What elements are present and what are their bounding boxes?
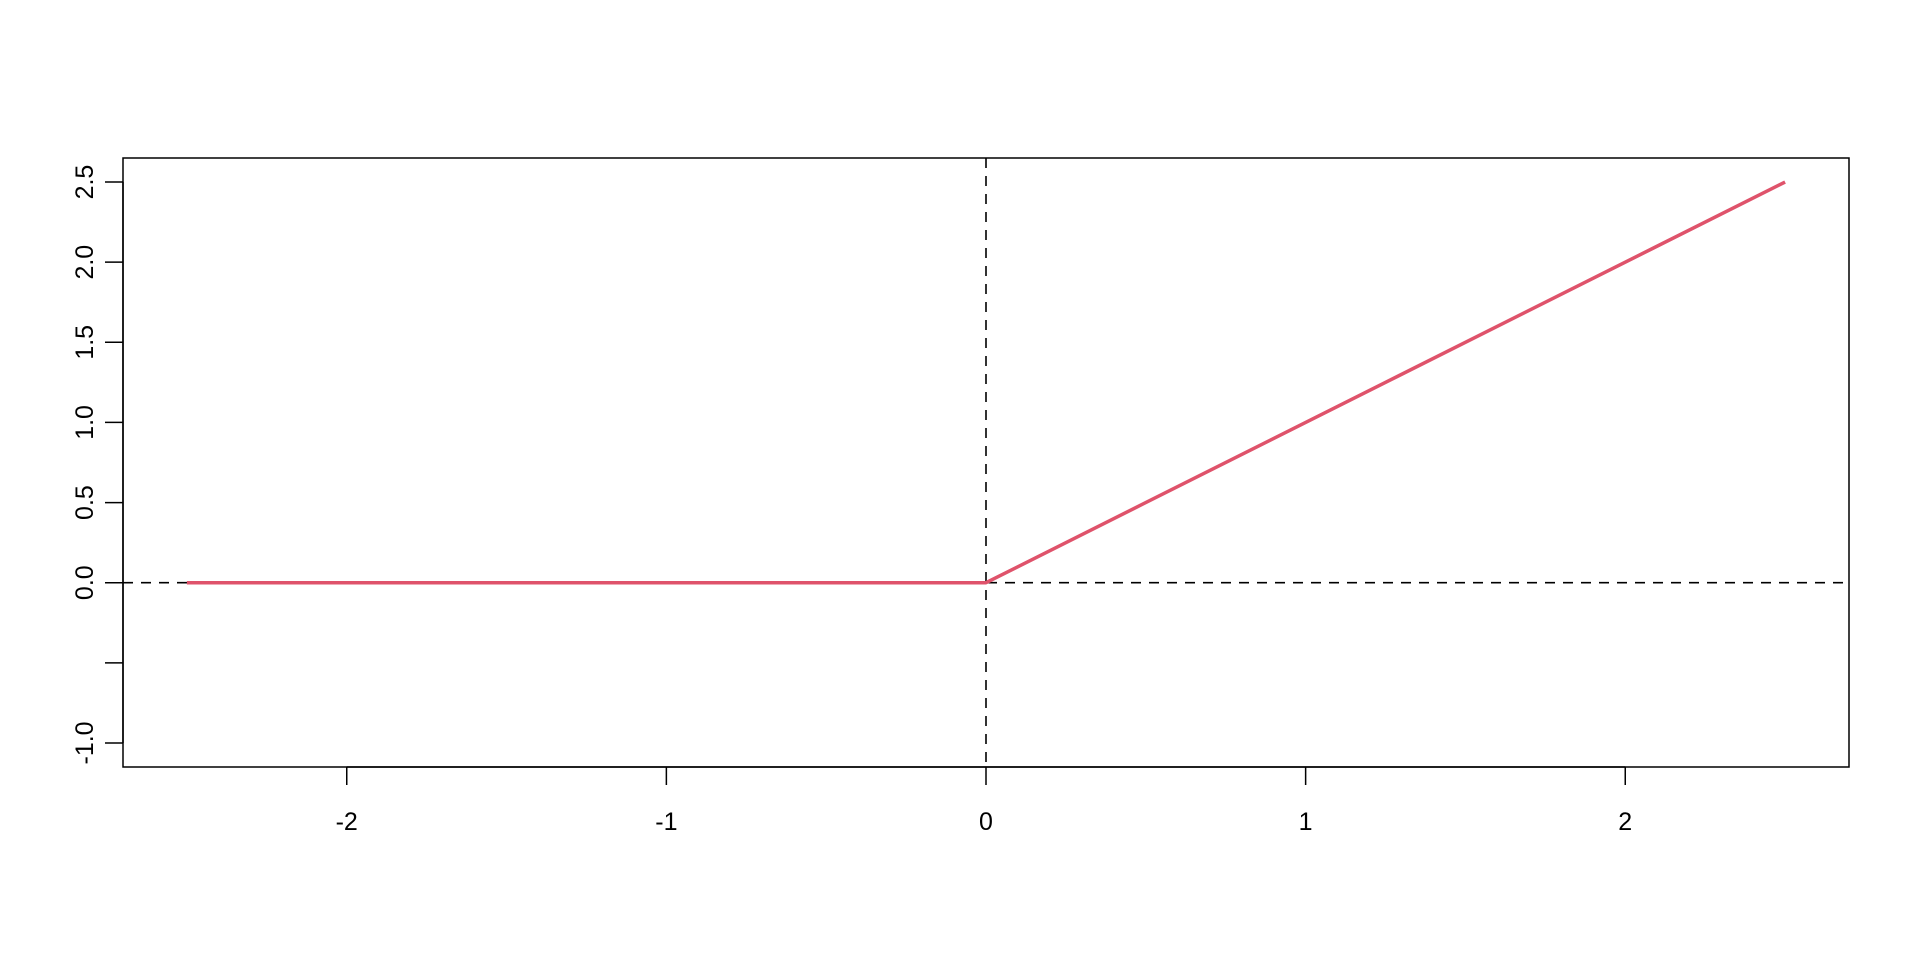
y-tick-label: 2.0 xyxy=(71,245,99,280)
x-tick-label: -1 xyxy=(655,808,677,836)
series-line xyxy=(186,180,1786,585)
x-tick-label: 1 xyxy=(1299,808,1313,836)
y-tick-label: 0.5 xyxy=(71,485,99,520)
y-tick-label: -1.0 xyxy=(71,721,99,764)
y-tick-label: 0.0 xyxy=(71,565,99,600)
y-tick-label: 2.5 xyxy=(71,165,99,200)
x-tick-label: 0 xyxy=(979,808,993,836)
y-tick-label: 1.5 xyxy=(71,325,99,360)
x-tick-label: -2 xyxy=(336,808,358,836)
x-tick-label: 2 xyxy=(1618,808,1632,836)
y-tick-label: 1.0 xyxy=(71,405,99,440)
